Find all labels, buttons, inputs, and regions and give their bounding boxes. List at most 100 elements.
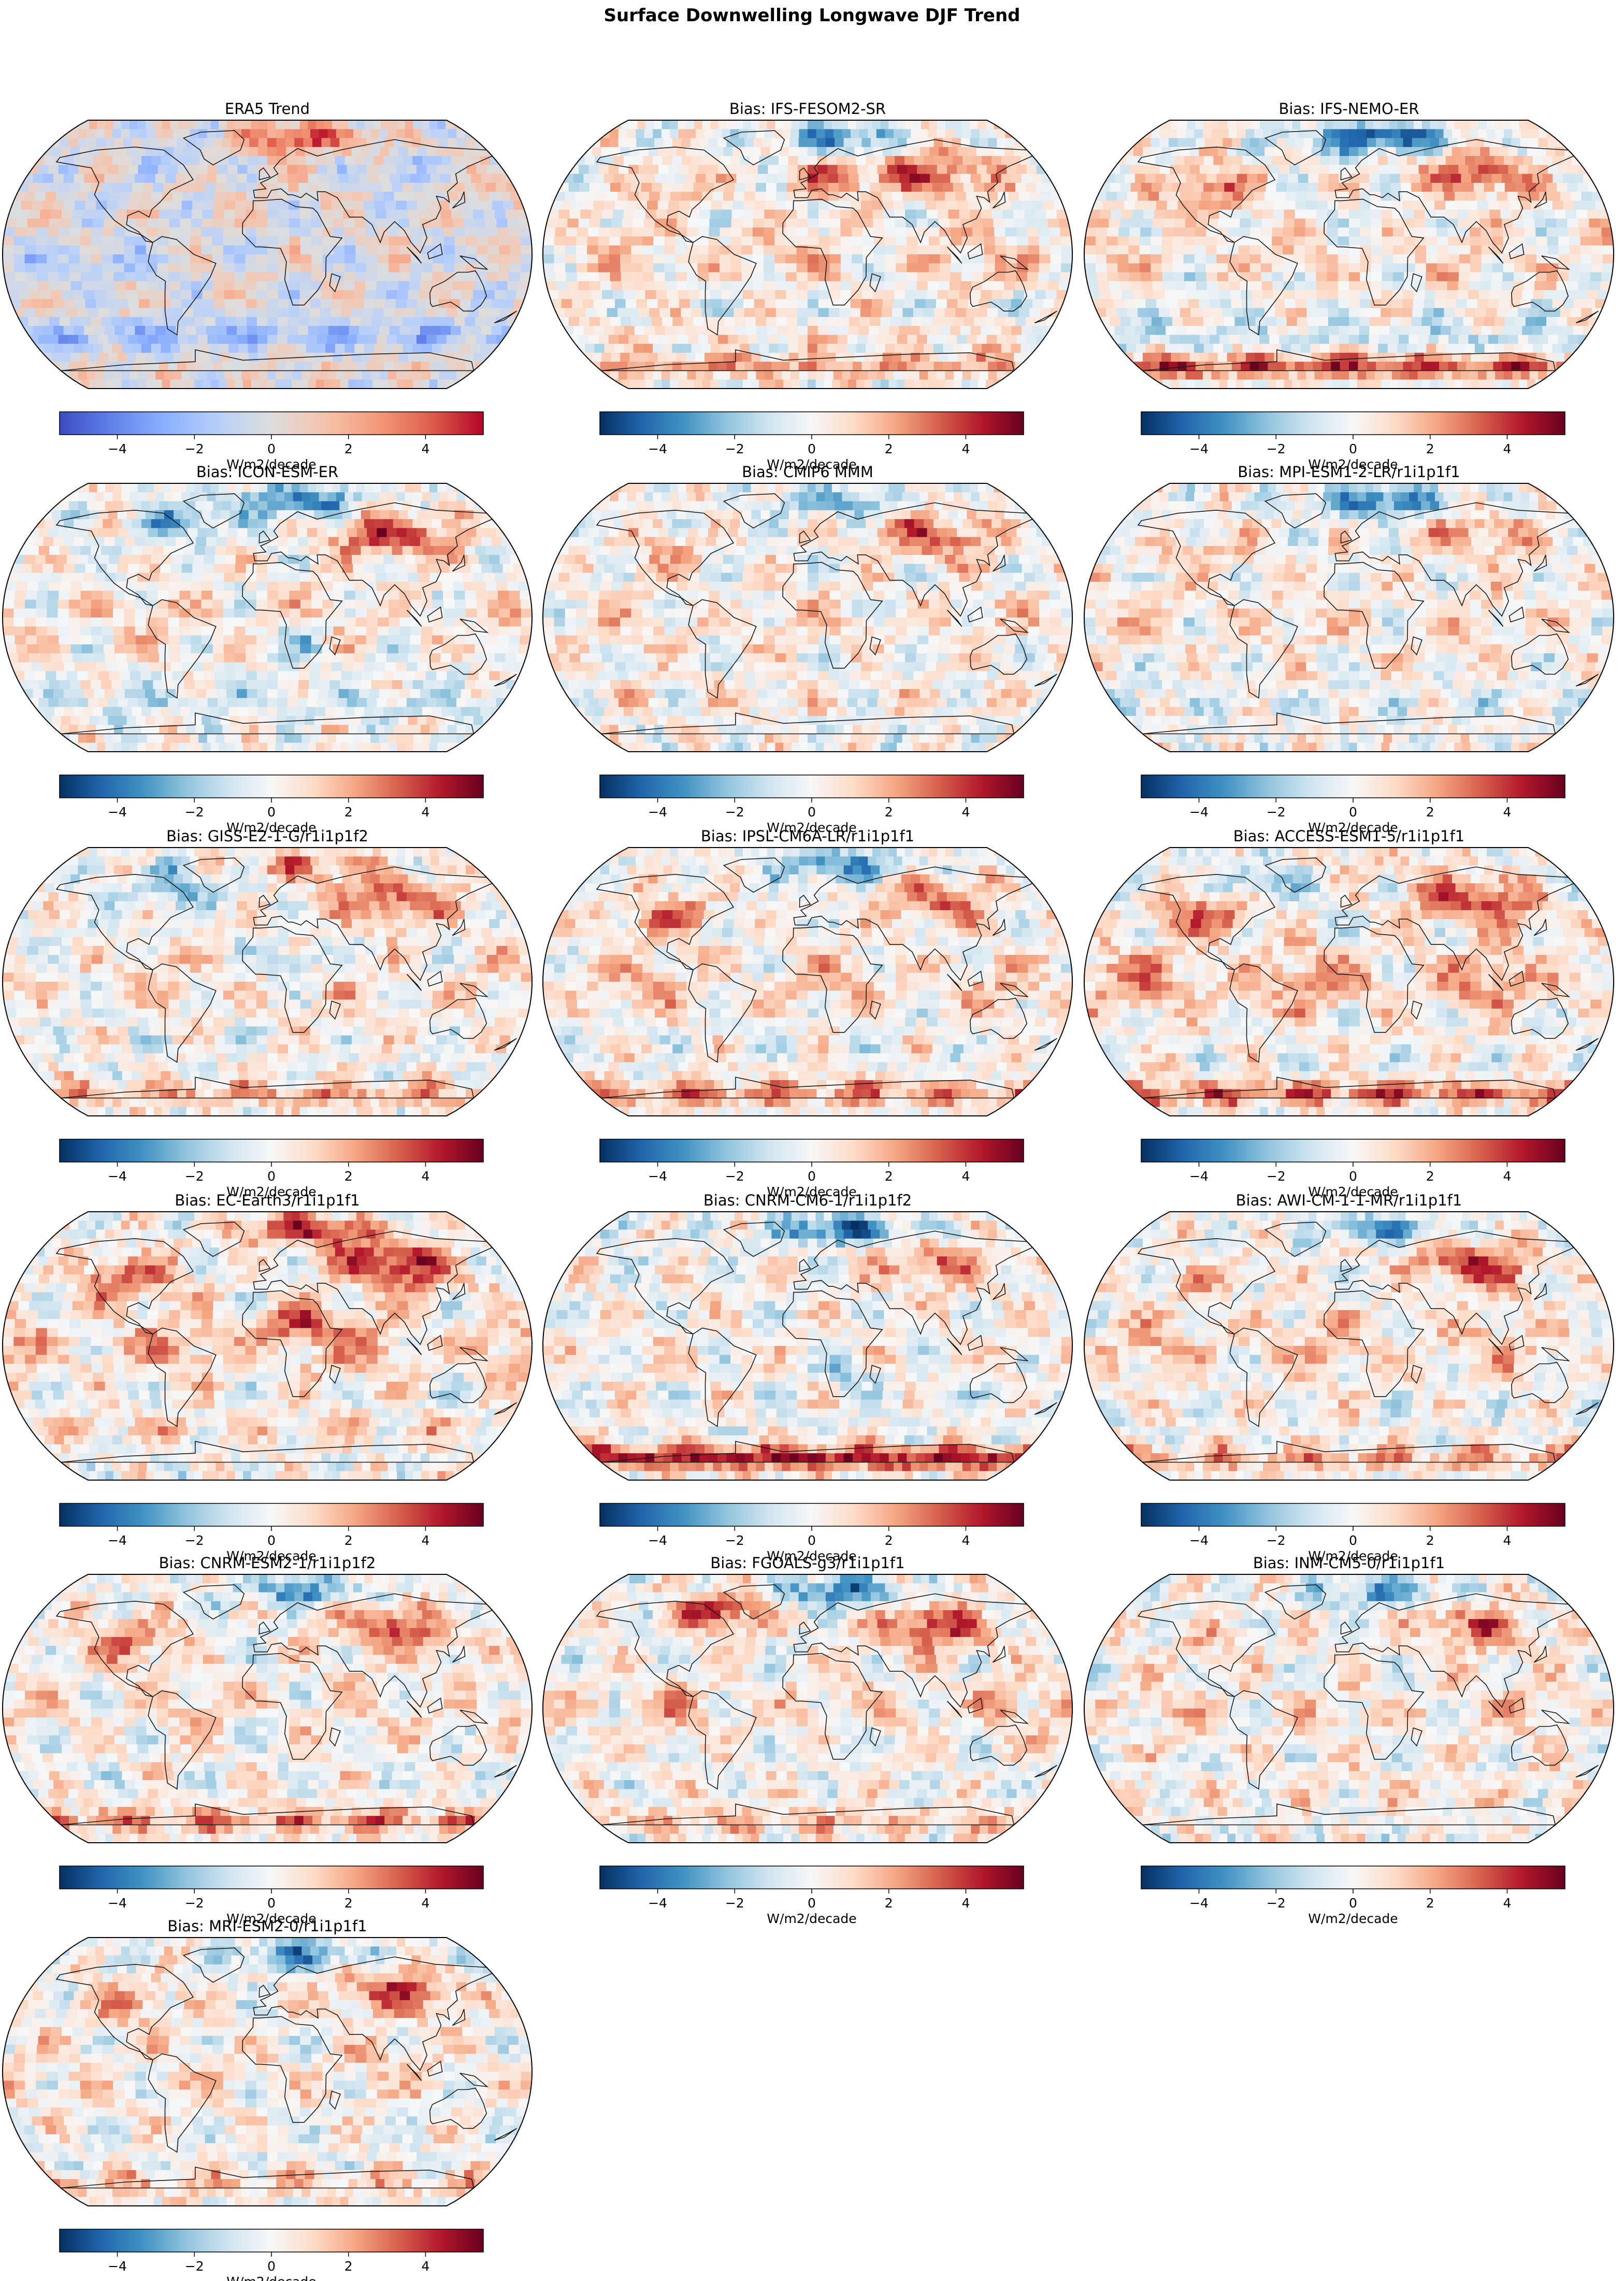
heatmap-cell	[1228, 236, 1240, 246]
heatmap-cell	[507, 281, 519, 291]
heatmap-cell	[825, 370, 834, 380]
heatmap-cell	[1156, 200, 1168, 210]
heatmap-cell	[851, 370, 860, 380]
heatmap-cell	[178, 165, 189, 175]
heatmap-cell	[1381, 200, 1392, 210]
heatmap-cell	[159, 209, 170, 219]
heatmap-cell	[1317, 299, 1328, 309]
heatmap-cell	[543, 245, 555, 255]
heatmap-cell	[333, 510, 343, 520]
heatmap-cell	[1558, 165, 1569, 175]
heatmap-cell	[642, 245, 654, 255]
heatmap-cell	[267, 370, 277, 380]
heatmap-cell	[1481, 326, 1492, 336]
heatmap-cell	[1436, 156, 1446, 166]
heatmap-cell	[70, 218, 82, 228]
heatmap-cell	[249, 501, 259, 511]
heatmap-cell	[321, 200, 332, 210]
heatmap-cell	[634, 326, 645, 336]
heatmap-cell	[937, 379, 946, 389]
heatmap-cell	[1249, 335, 1260, 345]
heatmap-cell	[157, 272, 169, 282]
heatmap-cell	[829, 263, 841, 273]
heatmap-cell	[1295, 362, 1304, 371]
heatmap-cell	[942, 182, 954, 193]
heatmap-cell	[372, 192, 384, 202]
heatmap-cell	[48, 272, 60, 282]
heatmap-cell	[36, 263, 48, 273]
heatmap-cell	[676, 227, 687, 237]
heatmap-cell	[1533, 156, 1543, 166]
heatmap-cell	[709, 281, 721, 291]
heatmap-cell	[1199, 147, 1209, 157]
heatmap-cell	[670, 370, 679, 380]
heatmap-cell	[224, 564, 236, 573]
heatmap-cell	[1196, 326, 1207, 336]
heatmap-cell	[330, 138, 340, 148]
heatmap-cell	[675, 263, 687, 273]
heatmap-cell	[234, 236, 246, 246]
heatmap-cell	[862, 281, 874, 291]
heatmap-cell	[699, 209, 711, 219]
heatmap-cell	[69, 501, 79, 511]
heatmap-cell	[578, 281, 590, 291]
heatmap-cell	[61, 147, 71, 157]
heatmap-cell	[43, 537, 54, 547]
heatmap-cell	[69, 362, 79, 371]
heatmap-cell	[984, 245, 996, 255]
heatmap-cell	[789, 362, 799, 371]
heatmap-cell	[808, 308, 819, 318]
heatmap-cell	[170, 483, 179, 493]
heatmap-cell	[320, 308, 332, 318]
heatmap-cell	[139, 299, 150, 309]
heatmap-cell	[558, 290, 570, 300]
heatmap-cell	[657, 147, 668, 157]
heatmap-cell	[1316, 236, 1328, 246]
heatmap-cell	[251, 120, 260, 130]
heatmap-cell	[1216, 174, 1228, 183]
heatmap-cell	[132, 546, 143, 556]
heatmap-cell	[308, 326, 319, 336]
heatmap-cell	[1021, 156, 1031, 166]
heatmap-cell	[423, 546, 434, 556]
heatmap-cell	[1388, 335, 1399, 345]
heatmap-cell	[486, 165, 497, 175]
heatmap-cell	[21, 564, 33, 573]
heatmap-cell	[218, 335, 228, 345]
heatmap-cell	[615, 299, 626, 309]
heatmap-cell	[1152, 352, 1162, 363]
heatmap-cell	[59, 272, 70, 282]
heatmap-cell	[291, 120, 300, 130]
heatmap-cell	[1170, 379, 1180, 389]
heatmap-cell	[154, 483, 163, 493]
heatmap-cell	[872, 379, 881, 389]
colorbar-tick-label: 2	[1426, 441, 1434, 456]
heatmap-cell	[157, 245, 169, 255]
heatmap-cell	[1522, 174, 1533, 183]
heatmap-cell	[657, 200, 669, 210]
heatmap-cell	[1393, 254, 1405, 264]
heatmap-cell	[377, 236, 389, 246]
heatmap-cell	[505, 290, 517, 300]
heatmap-cell	[202, 581, 213, 592]
heatmap-cell	[1411, 317, 1422, 327]
heatmap-cell	[973, 317, 985, 327]
heatmap-cell	[698, 227, 710, 237]
heatmap-cell	[194, 483, 203, 493]
heatmap-cell	[1455, 343, 1466, 353]
heatmap-cell	[672, 156, 683, 166]
heatmap-cell	[473, 147, 484, 157]
heatmap-cell	[377, 272, 389, 282]
heatmap-cell	[1180, 335, 1190, 345]
heatmap-cell	[390, 326, 400, 336]
heatmap-cell	[713, 129, 722, 139]
heatmap-cell	[653, 379, 663, 389]
heatmap-cell	[399, 236, 411, 246]
heatmap-cell	[1448, 263, 1460, 273]
heatmap-cell	[89, 379, 98, 389]
heatmap-cell	[1442, 182, 1454, 193]
heatmap-cell	[1558, 263, 1570, 273]
heatmap-cell	[1381, 290, 1393, 300]
heatmap-cell	[1573, 326, 1584, 336]
heatmap-cell	[40, 290, 52, 300]
